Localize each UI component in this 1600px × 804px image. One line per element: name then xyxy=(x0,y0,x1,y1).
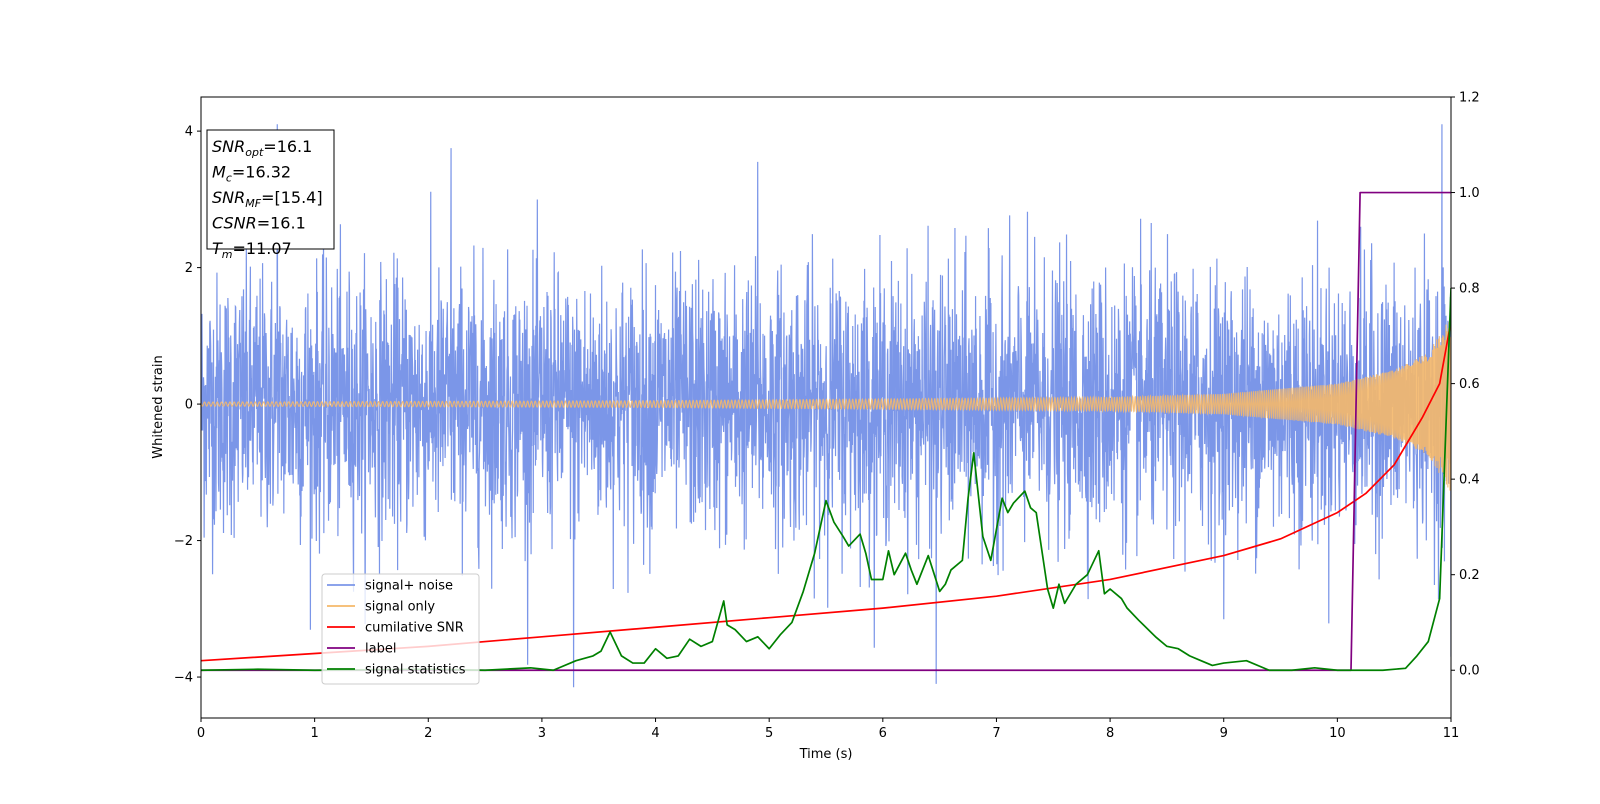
plot-frame xyxy=(200,96,1452,719)
y-right-tick-label: 0.4 xyxy=(1459,473,1480,488)
legend-frame xyxy=(321,573,480,685)
y-right-tick-label: 0.6 xyxy=(1459,377,1480,392)
y-left-tick-label: 0 xyxy=(185,398,193,413)
x-tick-label: 11 xyxy=(1443,726,1460,741)
y-right-tick-label: 0.8 xyxy=(1459,282,1480,297)
series-signal-noise-line xyxy=(201,124,1451,688)
legend-label: signal statistics xyxy=(365,663,466,678)
annotation-line: SNRopt=16.1 xyxy=(212,137,312,159)
legend-label: signal+ noise xyxy=(365,579,453,594)
y-right-tick-label: 0.2 xyxy=(1459,568,1480,583)
x-tick-label: 3 xyxy=(538,726,546,741)
annotation-line: Tm=11.07 xyxy=(212,239,292,261)
annotation-box: SNRopt=16.1 Mc=16.32 SNRMF=[15.4] CSNR=16.1… xyxy=(206,129,335,261)
series-signal-only-line xyxy=(201,321,1451,491)
y-left-tick-label: −2 xyxy=(174,534,193,549)
y-left-tick-label: −4 xyxy=(174,671,193,686)
x-tick-label: 8 xyxy=(1106,726,1114,741)
series-signal-statistics-line xyxy=(201,288,1451,672)
annotation-line: Mc=16.32 xyxy=(212,163,291,185)
y-right-tick-label: 1.2 xyxy=(1459,91,1480,106)
x-tick-label: 10 xyxy=(1329,726,1346,741)
y-left-tick-label: 4 xyxy=(185,125,193,140)
x-tick-label: 6 xyxy=(879,726,887,741)
y-left-tick-label: 2 xyxy=(185,261,193,276)
x-tick-label: 7 xyxy=(992,726,1000,741)
series-cumulative-snr-line xyxy=(201,321,1451,662)
legend-label: cumilative SNR xyxy=(365,621,464,636)
y-right-tick-label: 1.0 xyxy=(1459,186,1480,201)
annotation-line: CSNR=16.1 xyxy=(212,214,306,233)
legend-label: signal only xyxy=(365,600,435,615)
series-label-line xyxy=(201,191,1451,672)
x-tick-label: 1 xyxy=(310,726,318,741)
x-axis-label: Time (s) xyxy=(799,747,853,762)
x-tick-label: 2 xyxy=(424,726,432,741)
x-tick-label: 0 xyxy=(197,726,205,741)
x-tick-label: 5 xyxy=(765,726,773,741)
y-right-tick-label: 0.0 xyxy=(1459,664,1480,679)
x-tick-label: 9 xyxy=(1220,726,1228,741)
annotation-frame xyxy=(206,129,335,250)
legend-label: label xyxy=(365,642,396,657)
y-axis-label: Whitened strain xyxy=(151,355,166,458)
legend: signal+ noise signal only cumilative SNR la… xyxy=(321,573,480,685)
annotation-line: SNRMF=[15.4] xyxy=(212,188,323,210)
x-tick-label: 4 xyxy=(651,726,659,741)
